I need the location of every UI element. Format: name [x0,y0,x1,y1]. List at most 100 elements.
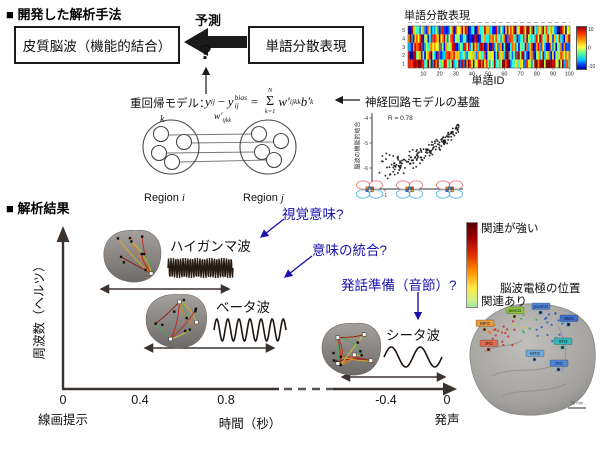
formula-y1: y [205,93,211,109]
theta-band-label: シータ波 [386,328,440,343]
frequency-axis-label: 周波数（ヘルツ） [32,259,47,360]
region-i-label: Region i [144,192,185,204]
region-i-var: i [181,192,185,204]
legend-strong-label: 関連が強い [481,223,539,235]
svg-text:5: 5 [402,28,405,34]
formula-b-sub: k [310,97,314,106]
tick-04: 0.4 [131,393,149,407]
electrode-position-title: 脳波電極の位置 [500,283,581,295]
annotation-semantic-integration: 意味の統合? [312,243,388,258]
scatter-points [378,123,460,180]
formula-y2-sup: bias [234,93,248,102]
oscillation-waves [167,257,443,368]
brain-connectivity-beta [145,294,207,349]
mini-network-icons [356,180,463,199]
region-network-diagram [142,119,297,175]
embedding-colorbar [576,26,587,70]
svg-text:SMG: SMG [564,316,575,321]
svg-text:ITG: ITG [555,361,563,366]
tick-0-start: 0 [59,393,67,407]
formula-y1-sub: ij [210,97,215,106]
predict-label: 予測 [194,13,221,28]
weight-sub: ijkk [222,117,232,124]
svg-text:MFG: MFG [480,321,490,326]
annotation-visual-meaning: 視覚意味? [282,207,344,222]
word-embedding-box: 単語分散表現 [248,26,364,64]
formula-w: w′ [278,93,290,109]
neural-basis-label: 神経回路モデルの基盤 [365,97,480,109]
svg-text:50: 50 [485,72,491,78]
formula-b: b′ [300,93,311,109]
tick-neg04: -0.4 [375,393,397,407]
region-j-label: Region j [243,192,284,204]
svg-text:10: 10 [420,72,426,78]
gamma-band-label: ハイガンマ波 [170,239,251,254]
formula-y2-sub: ij [234,100,239,110]
svg-text:MTG: MTG [530,351,540,356]
svg-text:-1: -1 [383,193,388,199]
svg-text:30: 30 [453,72,459,78]
question-mark: ? [199,41,212,64]
svg-text:90: 90 [550,72,556,78]
sigma-symbol: Σ [266,93,275,109]
beta-band-label: ベータ波 [216,300,270,315]
predict-arrow [184,28,247,56]
svg-text:-5: -5 [364,141,369,147]
weight-label: w′ijkk [214,112,231,124]
frequency-axis [56,226,70,389]
tick-0-end: 0 [443,393,451,407]
result-section-title: ■ 解析結果 [6,201,70,216]
svg-text:70: 70 [518,72,524,78]
region-j-var: j [280,192,284,204]
embedding-xlabel: 単語ID [471,75,505,87]
region-word-i: Region [144,192,179,204]
time-axis-label: 時間（秒） [218,417,282,431]
svg-text:IFG: IFG [485,341,493,346]
k-node-label: k [160,114,165,125]
formula-equals: = [250,93,259,109]
brain-connectivity-theta [321,322,382,376]
regression-model-label: 重回帰モデル： [130,98,211,110]
scatter-ylabel: 脳波の機能的結合 [355,121,362,170]
svg-text:0: 0 [588,46,591,52]
formula-y2: y [227,93,234,109]
svg-text:-4: -4 [364,116,369,122]
formula-w-sub: ijkk [289,97,301,106]
svg-text:50 mm: 50 mm [571,401,584,406]
start-event-label: 線画提示 [37,413,88,427]
annotation-arrows [260,218,423,321]
scatter-r-value: R = 0.78 [388,115,413,122]
tick-08: 0.8 [217,393,235,407]
svg-text:4: 4 [402,36,405,42]
weight-w: w′ [214,112,223,122]
svg-text:3: 3 [402,45,405,51]
svg-text:postCG: postCG [534,304,549,309]
svg-text:STG: STG [558,339,568,344]
svg-text:100: 100 [565,72,574,78]
end-event-label: 発声 [434,413,460,427]
time-axis [62,382,457,396]
legend-present-label: 関連あり [481,296,527,308]
embedding-panel-title: 単語分散表現 [404,10,470,22]
svg-text:-6: -6 [364,166,369,172]
svg-text:60: 60 [501,72,507,78]
svg-text:40: 40 [469,72,475,78]
cortical-ecog-box: 皮質脳波（機能的結合） [14,26,180,64]
svg-text:preCG: preCG [509,308,523,313]
brain-connectivity-gamma [103,229,162,283]
svg-text:20: 20 [437,72,443,78]
region-word-j: Region [243,192,278,204]
annotation-speech-preparation: 発話準備（音節）? [341,278,457,293]
formula-minus: − [216,93,226,109]
sigma-lower: k=1 [264,107,276,115]
svg-text:2: 2 [402,53,405,59]
method-section-title: ■ 開発した解析手法 [6,7,122,22]
electrode-position-brain: MFG preCG postCG SMG IFG STG MTG ITG 50 mm [469,302,596,416]
svg-text:80: 80 [534,72,540,78]
relevance-colorbar [466,222,478,308]
